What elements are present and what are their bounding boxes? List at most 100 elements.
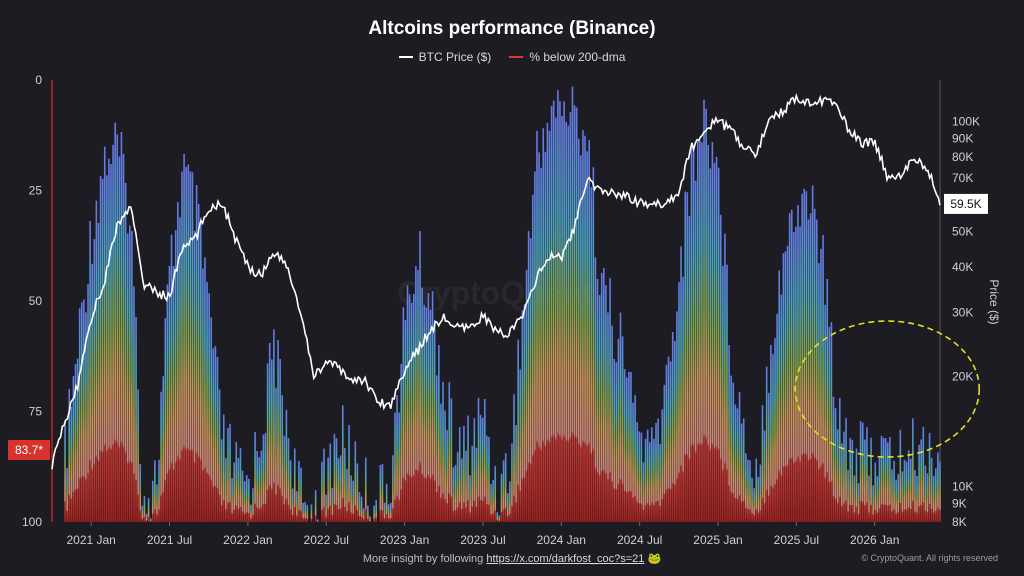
pct-bar	[396, 395, 398, 522]
pct-bar	[446, 430, 448, 522]
pct-bar	[116, 134, 119, 522]
pct-bar	[728, 345, 730, 522]
pct-bar	[916, 475, 918, 522]
pct-bar	[790, 209, 793, 522]
pct-bar	[870, 437, 872, 522]
legend-label-pct: % below 200-dma	[529, 50, 626, 64]
pct-bar	[880, 435, 883, 522]
x-tick-label: 2026 Jan	[850, 533, 899, 547]
pct-bar	[262, 434, 265, 522]
pct-bar	[745, 453, 747, 522]
pct-bar	[325, 494, 327, 522]
pct-bar	[270, 359, 273, 522]
pct-bar	[886, 442, 889, 522]
pct-bar	[335, 438, 338, 522]
footer-link[interactable]: https://x.com/darkfost_coc?s=21	[486, 553, 645, 565]
pct-bar	[187, 164, 190, 522]
pct-bar	[782, 253, 785, 523]
pct-bar	[398, 412, 400, 522]
pct-bar	[680, 246, 682, 522]
pct-bar	[465, 450, 467, 522]
pct-bar	[542, 128, 545, 522]
pct-bar	[905, 461, 908, 522]
x-tick-label: 2023 Jan	[380, 533, 429, 547]
pct-bar	[421, 287, 423, 522]
pct-bar	[394, 412, 396, 522]
pct-bar	[561, 116, 563, 522]
pct-bar	[64, 420, 66, 522]
pct-bar	[486, 435, 488, 522]
pct-bar	[160, 391, 162, 522]
pct-bar	[369, 516, 371, 522]
pct-bar	[724, 233, 726, 522]
pct-bar	[517, 339, 519, 522]
pct-bar	[864, 439, 866, 522]
pct-bar	[930, 458, 933, 522]
pct-bar	[239, 447, 242, 522]
pct-bar	[406, 285, 409, 522]
pct-current-label: 83.7*	[15, 443, 43, 457]
pct-bar	[937, 452, 939, 522]
pct-bar	[642, 462, 645, 522]
pct-bar	[333, 433, 336, 522]
pct-bar	[866, 427, 868, 522]
pct-bar	[279, 358, 281, 522]
pct-bar	[882, 437, 885, 522]
pct-bar	[139, 464, 142, 522]
pct-bar	[185, 167, 187, 522]
pct-bar	[525, 269, 528, 522]
legend-item-btc[interactable]: BTC Price ($)	[398, 50, 492, 64]
pct-bar	[220, 439, 223, 522]
pct-bars-series	[64, 86, 941, 523]
pct-bar	[494, 465, 497, 522]
pct-bar	[813, 208, 816, 522]
pct-bar	[408, 294, 411, 522]
pct-bar	[628, 371, 630, 522]
pct-bar	[227, 427, 229, 522]
pct-bar	[158, 459, 160, 522]
pct-bar	[939, 461, 941, 522]
pct-bar	[327, 457, 329, 522]
pct-bar	[661, 409, 664, 522]
left-tick-label: 50	[29, 294, 43, 308]
pct-bar	[907, 450, 910, 522]
pct-bar	[179, 217, 181, 523]
pct-bar	[603, 268, 605, 522]
pct-bar	[381, 463, 384, 522]
pct-bar	[174, 230, 177, 522]
legend-item-pct[interactable]: % below 200-dma	[509, 50, 625, 64]
pct-bar	[172, 266, 175, 522]
pct-bar	[788, 213, 791, 522]
x-tick-label: 2021 Jan	[66, 533, 115, 547]
right-tick-label: 9K	[952, 496, 967, 510]
pct-bar	[254, 432, 256, 522]
pct-bar	[133, 286, 135, 522]
pct-bar	[350, 475, 352, 522]
pct-bar	[302, 502, 304, 522]
pct-bar	[657, 418, 659, 522]
pct-bar	[711, 141, 714, 522]
pct-bar	[596, 278, 599, 522]
pct-bar	[638, 431, 641, 522]
pct-bar	[341, 405, 344, 522]
pct-bar	[861, 422, 864, 522]
pct-bar	[719, 214, 722, 523]
pct-bar	[573, 105, 576, 522]
legend-label-btc: BTC Price ($)	[418, 50, 492, 64]
pct-bar	[452, 467, 455, 522]
pct-bar	[300, 467, 302, 522]
chart-title: Altcoins performance (Binance)	[368, 18, 656, 39]
pct-bar	[527, 231, 530, 522]
pct-bar	[565, 121, 568, 522]
pct-bar	[757, 476, 760, 522]
pct-bar	[442, 381, 444, 522]
pct-bar	[80, 302, 83, 522]
pct-bar	[321, 461, 323, 522]
pct-bar	[435, 375, 438, 522]
pct-bar	[763, 430, 766, 522]
pct-bar	[594, 257, 597, 522]
footer: More insight by following https://x.com/…	[0, 552, 1024, 565]
pct-bar	[598, 295, 601, 522]
pct-bar	[490, 484, 492, 522]
pct-bar	[504, 453, 507, 522]
